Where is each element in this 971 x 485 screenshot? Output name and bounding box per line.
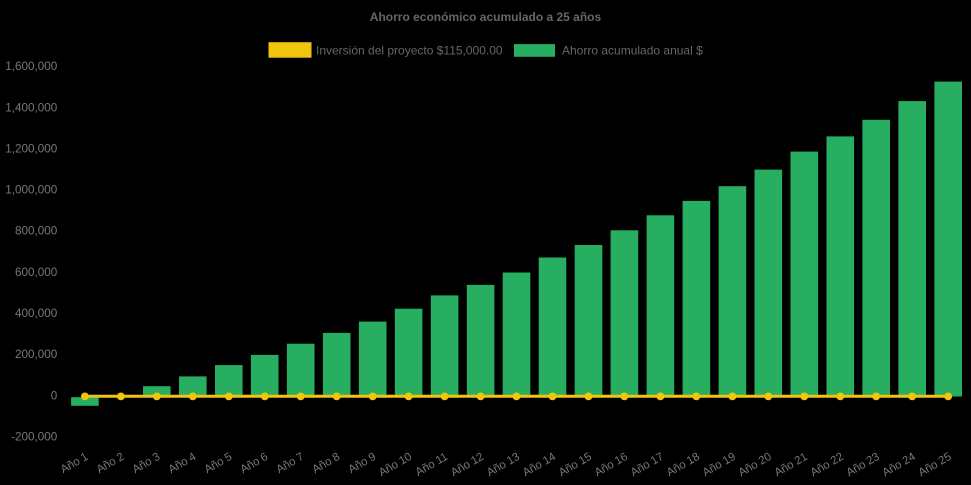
- svg-text:600,000: 600,000: [15, 266, 58, 279]
- svg-text:400,000: 400,000: [15, 307, 58, 320]
- svg-text:Inversión del proyecto $115,00: Inversión del proyecto $115,000.00: [316, 43, 503, 57]
- svg-text:1,600,000: 1,600,000: [5, 60, 57, 73]
- svg-text:1,000,000: 1,000,000: [5, 184, 57, 197]
- svg-text:200,000: 200,000: [15, 348, 58, 361]
- svg-text:Ahorro económico acumulado a 2: Ahorro económico acumulado a 25 años: [370, 10, 602, 24]
- svg-text:1,400,000: 1,400,000: [5, 101, 57, 114]
- svg-text:1,200,000: 1,200,000: [5, 143, 57, 156]
- svg-text:-200,000: -200,000: [11, 430, 58, 443]
- svg-text:0: 0: [51, 389, 58, 402]
- svg-text:Ahorro acumulado anual $: Ahorro acumulado anual $: [562, 43, 703, 57]
- svg-text:800,000: 800,000: [15, 225, 58, 238]
